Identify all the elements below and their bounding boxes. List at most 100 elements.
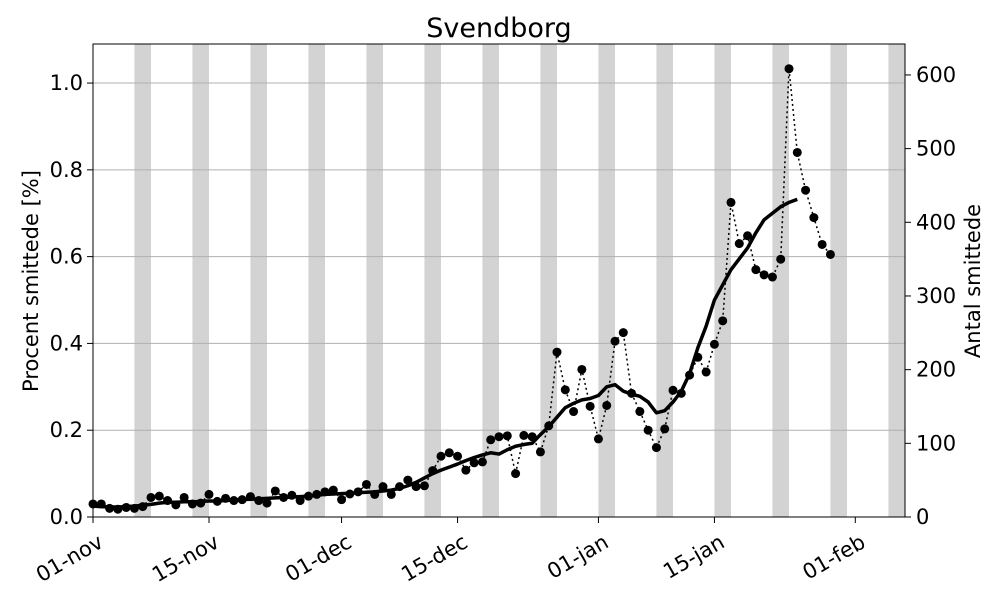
y-axis-label-right: Antal smittede [961, 204, 985, 358]
data-point [444, 448, 454, 458]
weekend-band [714, 44, 731, 517]
data-point [361, 479, 371, 489]
weekend-band [598, 44, 615, 517]
y-tick-label-right: 400 [916, 210, 956, 234]
data-point [718, 316, 728, 326]
data-point [353, 487, 363, 497]
data-point [171, 500, 181, 510]
x-tick-label: 15-dec [397, 530, 471, 587]
weekend-band [366, 44, 383, 517]
data-point [229, 496, 239, 506]
data-point [643, 425, 653, 435]
data-point [196, 498, 206, 508]
data-point [577, 364, 587, 374]
data-point [734, 239, 744, 249]
data-point [212, 496, 222, 506]
data-point [784, 64, 794, 74]
data-point [295, 496, 305, 506]
x-tick-label: 15-nov [148, 530, 223, 587]
data-point [221, 493, 231, 503]
data-point [618, 328, 628, 338]
data-point [494, 432, 504, 442]
data-point [585, 401, 595, 411]
data-point [138, 502, 148, 512]
x-tick-label: 01-dec [281, 530, 355, 587]
weekend-band [134, 44, 151, 517]
y-tick-label-left: 1.0 [50, 71, 83, 95]
y-axis-label-left: Procent smittede [%] [19, 170, 43, 392]
data-point [660, 424, 670, 434]
data-point [105, 503, 115, 513]
x-tick-label: 01-feb [799, 530, 870, 585]
data-point [726, 197, 736, 207]
data-point [569, 407, 579, 417]
weekend-band [656, 44, 673, 517]
data-point [345, 489, 355, 499]
y-tick-label-right: 600 [916, 63, 956, 87]
data-point [685, 370, 695, 380]
weekend-bands [134, 44, 905, 517]
weekend-band [830, 44, 847, 517]
data-point [187, 499, 197, 509]
weekend-band [424, 44, 441, 517]
data-point [751, 265, 761, 275]
data-point [627, 388, 637, 398]
data-point [403, 475, 413, 485]
data-point [701, 367, 711, 377]
data-point [743, 231, 753, 241]
data-point [129, 503, 139, 513]
data-point [544, 421, 554, 431]
data-point [154, 491, 164, 501]
data-point [245, 492, 255, 502]
data-point [560, 385, 570, 395]
data-point [676, 388, 686, 398]
data-point [113, 504, 123, 514]
data-point [792, 147, 802, 157]
data-point [96, 499, 106, 509]
y-tick-label-right: 0 [916, 505, 929, 529]
data-point [370, 489, 380, 499]
data-point [486, 435, 496, 445]
plot-frame [92, 43, 906, 518]
data-point [759, 270, 769, 280]
data-point [635, 407, 645, 417]
data-point [428, 466, 438, 476]
weekend-band [888, 44, 905, 517]
x-tick-label: 01-nov [32, 530, 107, 587]
data-point [801, 185, 811, 195]
data-point [776, 254, 786, 264]
data-point [204, 489, 214, 499]
data-point [602, 400, 612, 410]
series-layer [88, 64, 835, 514]
data-point [419, 481, 429, 491]
weekend-band [250, 44, 267, 517]
chart-title: Svendborg [426, 13, 571, 44]
y-tick-label-left: 0.2 [50, 418, 83, 442]
x-tick-label: 15-jan [659, 530, 728, 584]
data-point [287, 490, 297, 500]
data-point [511, 469, 521, 479]
weekend-band [308, 44, 325, 517]
data-point [817, 239, 827, 249]
data-point [386, 489, 396, 499]
data-point [461, 465, 471, 475]
data-point [312, 489, 322, 499]
data-point [378, 482, 388, 492]
data-point [767, 272, 777, 282]
data-point [262, 498, 272, 508]
y-tick-label-left: 0.6 [50, 245, 83, 269]
data-point [593, 434, 603, 444]
data-point [651, 443, 661, 453]
data-point [552, 347, 562, 357]
data-point [527, 432, 537, 442]
data-point [254, 496, 264, 506]
data-point [453, 451, 463, 461]
data-point [610, 336, 620, 346]
data-point [320, 487, 330, 497]
y-tick-label-left: 0.0 [50, 505, 83, 529]
data-point [436, 451, 446, 461]
data-point [179, 492, 189, 502]
data-point [279, 492, 289, 502]
data-point [163, 496, 173, 506]
data-point [809, 213, 819, 223]
